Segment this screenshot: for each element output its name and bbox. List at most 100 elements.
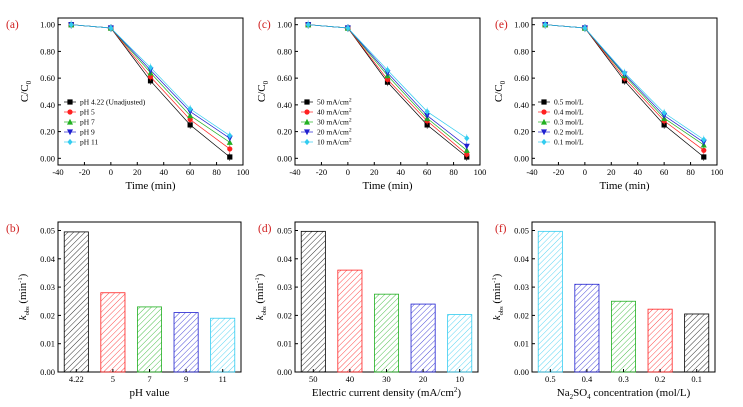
x-tick-label: 0	[346, 167, 350, 177]
x-tick-label: -40	[289, 167, 300, 177]
legend-marker	[67, 99, 73, 105]
legend-label: 50 mA/cm2	[317, 98, 352, 107]
y-tick-label: 0.40	[277, 100, 292, 110]
data-point	[701, 136, 707, 143]
x-tick-label: 20	[607, 167, 616, 177]
x-tick-label: 40	[159, 167, 168, 177]
x-tick-label: 7	[147, 374, 151, 384]
y-tick-label: 0.20	[277, 127, 292, 137]
y-tick-label: 0.01	[40, 339, 55, 349]
plot-frame	[531, 17, 718, 166]
data-point	[384, 76, 391, 83]
x-tick-label: 0.5	[545, 374, 556, 384]
y-tick-label: 0.01	[514, 339, 529, 349]
bar	[537, 230, 563, 373]
panel-label: (b)	[6, 223, 20, 235]
data-point	[227, 146, 233, 152]
y-tick-label: 0.05	[277, 225, 292, 235]
line-chart-2: (e) -40 -20 0 20 40 60 80 100 0.00 0.20 0.40 0.60 0.8…	[493, 17, 724, 192]
legend-label: 40 mA/cm2	[317, 108, 352, 117]
data-point	[187, 105, 193, 112]
data-point	[542, 21, 548, 28]
y-axis-label: kobs (min-1)	[17, 273, 31, 320]
panel-label: (f)	[495, 223, 507, 235]
data-point	[621, 69, 628, 76]
data-point	[424, 122, 430, 128]
legend-marker	[541, 118, 547, 125]
y-tick-label: 0.00	[277, 153, 292, 163]
data-point	[147, 64, 154, 71]
data-point	[68, 21, 74, 28]
bar-chart-2: (f) 0.00 0.01 0.02 0.03 0.04 0.05 0.5 0.4 0.3 0.2 0…	[491, 221, 716, 401]
legend-marker	[304, 138, 310, 146]
bar	[63, 231, 89, 373]
x-axis-label: pH value	[129, 387, 169, 399]
legend-marker	[541, 138, 547, 146]
data-point	[661, 122, 667, 128]
y-tick-label: 0.03	[277, 282, 292, 292]
x-tick-label: 100	[237, 167, 250, 177]
bar	[447, 314, 473, 373]
plot-frame	[57, 17, 244, 166]
bar	[410, 303, 436, 373]
x-tick-label: -20	[79, 167, 90, 177]
y-tick-label: 0.03	[40, 282, 55, 292]
x-tick-label: 0.1	[691, 374, 702, 384]
data-point	[464, 135, 470, 142]
y-axis-label: C/C0	[256, 80, 270, 102]
x-tick-label: -20	[316, 167, 327, 177]
y-axis-label: kobs (min-1)	[491, 273, 505, 320]
y-tick-label: 0.20	[514, 127, 529, 137]
bar	[173, 312, 199, 373]
bar-chart-1: (d) 0.00 0.01 0.02 0.03 0.04 0.05 50 40 30 20 10 Ele…	[254, 221, 479, 399]
y-tick-label: 0.00	[277, 367, 292, 377]
x-tick-label: -40	[526, 167, 537, 177]
x-tick-label: 40	[396, 167, 405, 177]
line-chart-1: (c) -40 -20 0 20 40 60 80 100 0.00 0.20 0.40 0.60 0.8…	[256, 17, 486, 192]
x-tick-label: 20	[370, 167, 379, 177]
bar	[684, 313, 710, 373]
x-tick-label: 100	[711, 167, 724, 177]
bar	[210, 317, 236, 373]
y-axis-label: C/C0	[493, 80, 507, 102]
y-tick-label: 0.60	[277, 73, 292, 83]
y-axis-label: kobs (min-1)	[254, 273, 268, 320]
data-point	[227, 154, 233, 160]
x-tick-label: 10	[455, 374, 464, 384]
x-tick-label: 11	[219, 374, 227, 384]
x-tick-label: 5	[111, 374, 115, 384]
x-tick-label: 40	[633, 167, 642, 177]
data-point	[464, 151, 470, 157]
y-tick-label: 0.60	[514, 73, 529, 83]
legend-marker	[541, 99, 547, 105]
y-tick-label: 0.04	[277, 254, 293, 264]
x-tick-label: 60	[186, 167, 195, 177]
x-tick-label: 20	[419, 374, 428, 384]
legend-marker	[304, 109, 310, 115]
line-chart-0: (a) -40 -20 0 20 40 60 80 100 0.00 0.20 0.40 0.60 0.8…	[6, 17, 250, 192]
y-axis-label: C/C0	[19, 80, 33, 102]
data-point	[147, 74, 154, 80]
y-tick-label: 0.80	[40, 46, 55, 56]
x-tick-label: 80	[212, 167, 221, 177]
legend-marker	[541, 129, 547, 136]
data-point	[424, 112, 431, 119]
bar	[300, 230, 326, 373]
legend-label: 20 mA/cm2	[317, 128, 352, 137]
y-tick-label: 0.20	[40, 127, 55, 137]
x-tick-label: 40	[346, 374, 355, 384]
legend-label: 0.3 mol/L	[554, 118, 584, 127]
x-tick-label: 0.3	[618, 374, 629, 384]
y-tick-label: 0.00	[40, 153, 55, 163]
legend-marker	[304, 118, 310, 125]
x-tick-label: -40	[52, 167, 63, 177]
x-tick-label: 60	[423, 167, 432, 177]
x-tick-label: 30	[382, 374, 391, 384]
x-axis-label: Time (min)	[362, 180, 412, 192]
data-point	[463, 143, 470, 150]
panel-label: (e)	[495, 19, 508, 31]
panel-label: (c)	[258, 19, 271, 31]
panel-label: (a)	[6, 19, 19, 31]
y-tick-label: 0.80	[277, 46, 292, 56]
